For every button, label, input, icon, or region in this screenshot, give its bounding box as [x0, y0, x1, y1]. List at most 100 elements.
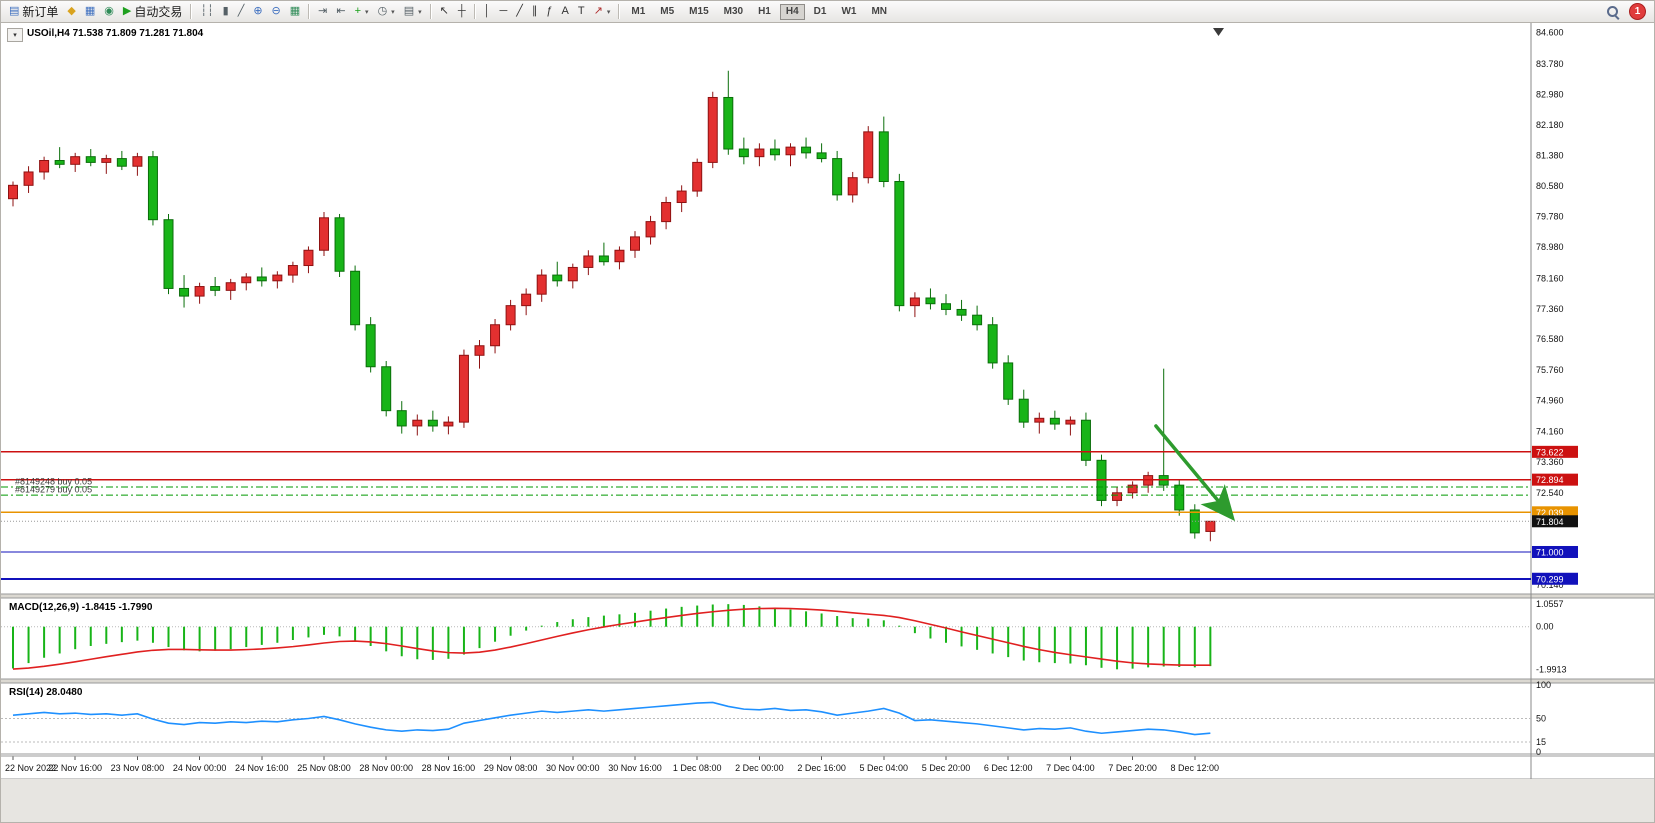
- svg-text:0.00: 0.00: [1536, 622, 1554, 632]
- auto-scroll-icon[interactable]: ⇥: [314, 1, 331, 23]
- timeframe-h1-button[interactable]: H1: [758, 5, 771, 17]
- svg-text:81.380: 81.380: [1536, 151, 1564, 161]
- dropdown-caret-icon: ▾: [418, 8, 422, 16]
- toolbar: ▤ 新订单 ◆ ▦ ◉ ▶ 自动交易 ┆┆ ▮ ╱ ⊕ ⊖ ▦ ⇥ ⇤ + ▾ ◷ ▾ ▤ ▾ ↖ ┼ │ ─ ╱ ∥ ƒ A T ↗ ▾ M1…: [1, 1, 1654, 23]
- vertical-line-icon-glyph: │: [483, 5, 491, 17]
- templates-icon[interactable]: ▤ ▾: [400, 1, 426, 23]
- periods-icon-glyph: ◷: [377, 5, 388, 17]
- dropdown-caret-icon: ▾: [391, 8, 395, 16]
- notification-badge[interactable]: 1: [1629, 3, 1646, 20]
- chart-shift-icon[interactable]: ⇤: [332, 1, 349, 23]
- cursor-icon[interactable]: ↖: [436, 1, 453, 23]
- new-order-button[interactable]: ▤ 新订单: [5, 1, 62, 23]
- svg-text:82.980: 82.980: [1536, 89, 1564, 99]
- svg-text:22 Nov 16:00: 22 Nov 16:00: [48, 763, 102, 773]
- channel-icon[interactable]: ∥: [528, 1, 542, 23]
- horizontal-line-icon[interactable]: ─: [496, 1, 512, 23]
- candlestick-chart-icon[interactable]: ▮: [219, 1, 233, 23]
- rsi-panel: 100 50 150: [1, 680, 1551, 757]
- line-chart-icon-glyph: ╱: [237, 5, 245, 17]
- svg-text:7 Dec 04:00: 7 Dec 04:00: [1046, 763, 1095, 773]
- timeframe-m15-button[interactable]: M15: [689, 5, 709, 17]
- magnifier-glyph: [1606, 5, 1620, 20]
- new-order-glyph: ▤: [9, 5, 20, 17]
- svg-text:-1.9913: -1.9913: [1536, 664, 1567, 674]
- fibonacci-icon[interactable]: ƒ: [542, 1, 556, 23]
- chart-backgrounds: [1, 23, 1654, 822]
- trend-arrow[interactable]: [1154, 424, 1236, 522]
- trendline-icon-glyph: ╱: [516, 5, 523, 17]
- price-tag-71.804: [1532, 515, 1578, 528]
- svg-text:29 Nov 08:00: 29 Nov 08:00: [484, 763, 538, 773]
- toolbar-separator: [473, 4, 476, 19]
- arrows-icon[interactable]: ↗ ▾: [590, 1, 615, 23]
- timeframe-m30-button[interactable]: M30: [723, 5, 744, 17]
- symbol-dropdown-button[interactable]: ▾: [7, 28, 23, 42]
- svg-text:1.0557: 1.0557: [1536, 599, 1564, 609]
- text-label-icon[interactable]: T: [574, 1, 589, 23]
- sound-alert-icon-glyph: ◉: [104, 5, 114, 17]
- svg-text:30 Nov 16:00: 30 Nov 16:00: [608, 763, 662, 773]
- vertical-line-icon[interactable]: │: [480, 1, 495, 23]
- svg-text:24 Nov 00:00: 24 Nov 00:00: [173, 763, 227, 773]
- tile-windows-icon[interactable]: ▦: [286, 1, 304, 23]
- svg-text:73.360: 73.360: [1536, 457, 1564, 467]
- svg-text:0: 0: [1536, 747, 1541, 757]
- timeframe-mn-button[interactable]: MN: [871, 5, 888, 17]
- timeframe-h4-button[interactable]: H4: [779, 3, 805, 20]
- svg-text:1 Dec 08:00: 1 Dec 08:00: [673, 763, 722, 773]
- svg-text:28 Nov 00:00: 28 Nov 00:00: [359, 763, 413, 773]
- svg-text:70.140: 70.140: [1536, 580, 1564, 590]
- sound-alert-icon[interactable]: ◉: [100, 1, 118, 23]
- chart-window-icon[interactable]: ▦: [81, 1, 99, 23]
- tile-windows-icon-glyph: ▦: [289, 5, 301, 17]
- timeframe-m5-button[interactable]: M5: [660, 5, 675, 17]
- svg-text:6 Dec 12:00: 6 Dec 12:00: [984, 763, 1033, 773]
- svg-text:8 Dec 12:00: 8 Dec 12:00: [1171, 763, 1220, 773]
- profile-icon-glyph: ◆: [67, 5, 76, 17]
- timeframe-d1-button[interactable]: D1: [813, 5, 827, 17]
- indicators-icon-glyph: +: [354, 5, 362, 17]
- templates-icon-glyph: ▤: [403, 5, 415, 17]
- text-icon[interactable]: A: [558, 1, 573, 23]
- zoom-in-icon[interactable]: ⊕: [249, 1, 266, 23]
- search-icon[interactable]: [1602, 1, 1624, 23]
- horizontal-line-icon-glyph: ─: [499, 5, 508, 17]
- svg-text:72.894: 72.894: [1536, 475, 1564, 485]
- new-order-button-label: 新订单: [22, 5, 59, 19]
- svg-text:73.622: 73.622: [1536, 447, 1564, 457]
- zoom-out-icon[interactable]: ⊖: [268, 1, 285, 23]
- svg-text:84.600: 84.600: [1536, 28, 1564, 38]
- toolbar-separator: [429, 4, 432, 19]
- svg-text:23 Nov 08:00: 23 Nov 08:00: [111, 763, 165, 773]
- chart-area: 84.600 83.780 82.980 82.180 81.380 80.580 79.7…: [1, 23, 1654, 822]
- periods-icon[interactable]: ◷ ▾: [374, 1, 399, 23]
- svg-text:75.760: 75.760: [1536, 365, 1564, 375]
- timeframe-w1-button[interactable]: W1: [841, 5, 857, 17]
- svg-text:25 Nov 08:00: 25 Nov 08:00: [297, 763, 351, 773]
- svg-text:100: 100: [1536, 680, 1551, 690]
- profile-icon[interactable]: ◆: [63, 1, 79, 23]
- svg-text:72.039: 72.039: [1536, 508, 1564, 518]
- crosshair-icon[interactable]: ┼: [454, 1, 470, 23]
- bars-chart-icon[interactable]: ┆┆: [196, 1, 217, 23]
- svg-text:72.540: 72.540: [1536, 488, 1564, 498]
- line-chart-icon[interactable]: ╱: [234, 1, 249, 23]
- indicators-icon[interactable]: + ▾: [351, 1, 373, 23]
- toolbar-separator: [618, 4, 621, 19]
- toolbar-separator: [308, 4, 311, 19]
- price-tag-72.894: [1532, 473, 1578, 486]
- trendline-icon[interactable]: ╱: [512, 1, 527, 23]
- svg-text:74.960: 74.960: [1536, 396, 1564, 406]
- price-tag-71.000: [1532, 545, 1578, 558]
- autotrading-button[interactable]: ▶ 自动交易: [119, 1, 186, 23]
- position-label-2: #8149279 buy 0.05: [15, 485, 92, 495]
- svg-text:28 Nov 16:00: 28 Nov 16:00: [422, 763, 476, 773]
- autotrading-button-label: 自动交易: [134, 5, 183, 19]
- zoom-in-icon-glyph: ⊕: [253, 5, 263, 17]
- timeframe-m1-button[interactable]: M1: [631, 5, 646, 17]
- arrows-icon-glyph: ↗: [593, 5, 603, 17]
